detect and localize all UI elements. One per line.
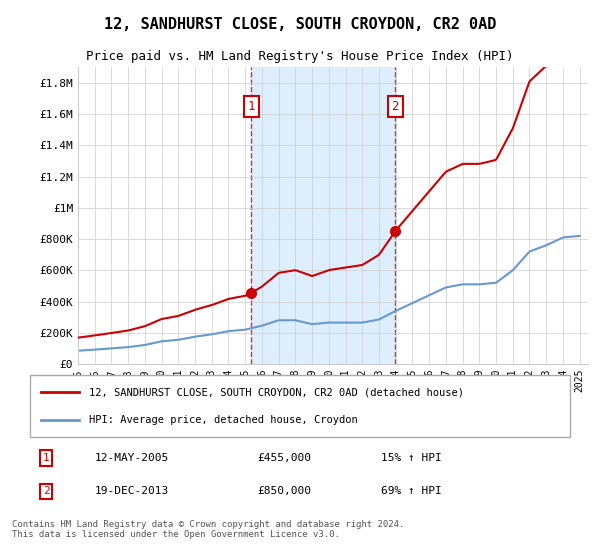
Text: £850,000: £850,000 bbox=[257, 487, 311, 496]
Text: Price paid vs. HM Land Registry's House Price Index (HPI): Price paid vs. HM Land Registry's House … bbox=[86, 50, 514, 63]
Bar bbox=[251, 67, 395, 364]
Text: 12-MAY-2005: 12-MAY-2005 bbox=[95, 453, 169, 463]
Text: 15% ↑ HPI: 15% ↑ HPI bbox=[381, 453, 442, 463]
Text: 19-DEC-2013: 19-DEC-2013 bbox=[95, 487, 169, 496]
Text: 69% ↑ HPI: 69% ↑ HPI bbox=[381, 487, 442, 496]
Text: £455,000: £455,000 bbox=[257, 453, 311, 463]
Text: 2: 2 bbox=[43, 487, 50, 496]
Text: 12, SANDHURST CLOSE, SOUTH CROYDON, CR2 0AD (detached house): 12, SANDHURST CLOSE, SOUTH CROYDON, CR2 … bbox=[89, 388, 464, 398]
Text: Contains HM Land Registry data © Crown copyright and database right 2024.
This d: Contains HM Land Registry data © Crown c… bbox=[12, 520, 404, 539]
FancyBboxPatch shape bbox=[30, 375, 570, 437]
Text: 2: 2 bbox=[391, 100, 399, 113]
Text: 1: 1 bbox=[248, 100, 255, 113]
Text: HPI: Average price, detached house, Croydon: HPI: Average price, detached house, Croy… bbox=[89, 414, 358, 424]
Text: 12, SANDHURST CLOSE, SOUTH CROYDON, CR2 0AD: 12, SANDHURST CLOSE, SOUTH CROYDON, CR2 … bbox=[104, 17, 496, 32]
Text: 1: 1 bbox=[43, 453, 50, 463]
